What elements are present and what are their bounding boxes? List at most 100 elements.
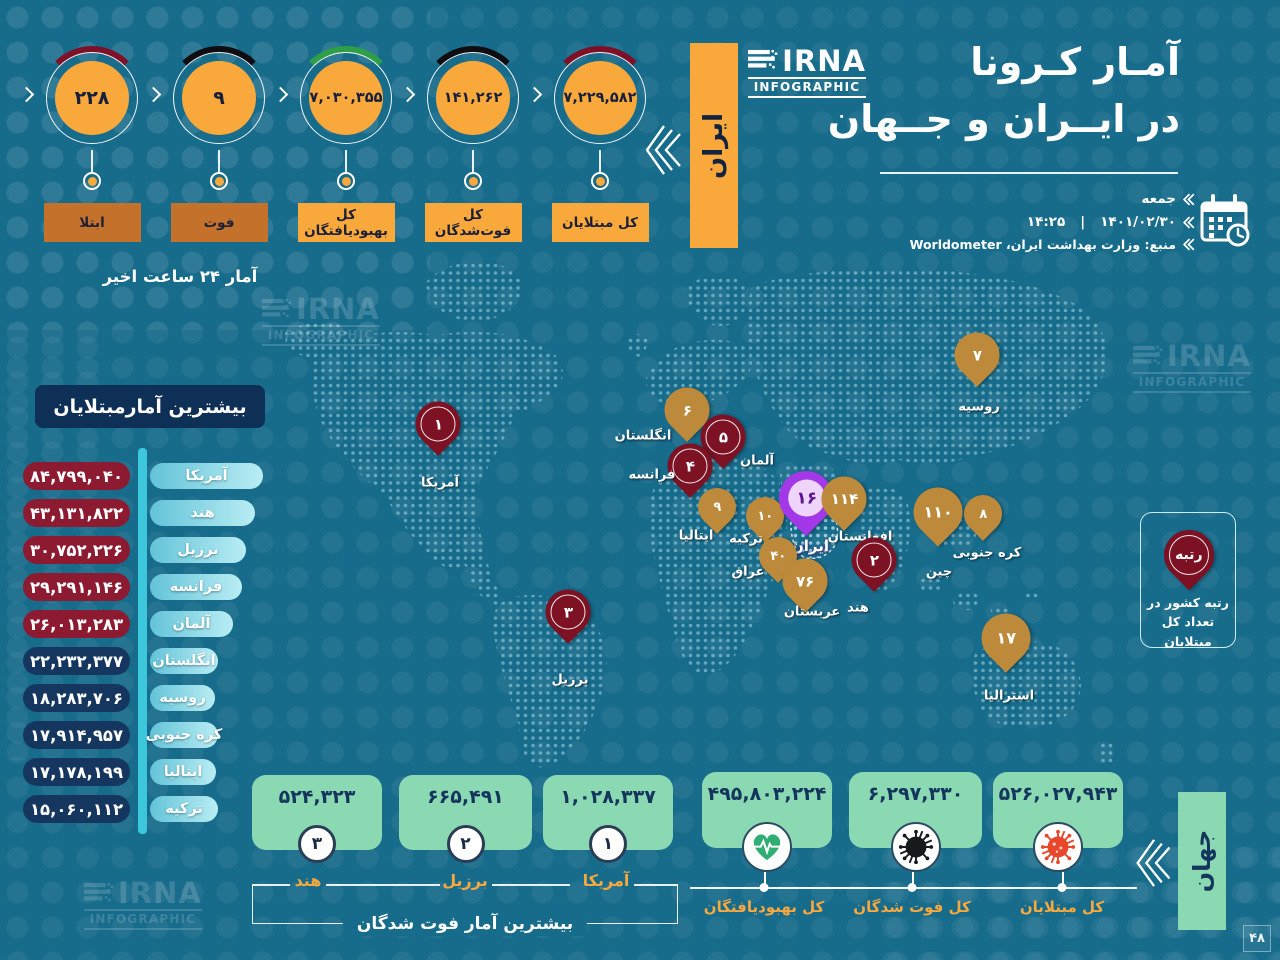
map-label-russia: روسیه <box>958 399 1000 415</box>
stat-ring <box>173 52 265 144</box>
country-bar: روسیه <box>150 685 215 711</box>
stat-arc <box>421 46 525 150</box>
map-pin-afghanistan: ۱۱۴ <box>812 467 876 531</box>
deaths-box-india: ۵۲۴,۳۲۳ ۳ <box>252 775 382 863</box>
pin-rank: ۲ <box>869 551 879 569</box>
top-deaths-title: بیشترین آمار فوت شدگان <box>342 912 588 936</box>
country-name: روسیه <box>159 690 206 706</box>
map-label-brazil: برزیل <box>551 672 589 688</box>
map-label-germany: آلمان <box>739 453 775 469</box>
country-name: ایتالیا <box>163 764 203 780</box>
map-pin-australia: ۱۷ <box>971 603 1041 673</box>
iran-stat-total-recovered: ۷,۰۳۰,۳۵۵ کل بهبودیافتگان <box>286 46 406 242</box>
pin-rank: ۴ <box>685 457 695 475</box>
iran-stat-total-infected: ۷,۲۲۹,۵۸۲ کل مبتلایان <box>540 46 660 242</box>
map-label-australia: استرالیا <box>983 688 1035 704</box>
stat-ring <box>554 52 646 144</box>
map-label-south-korea: کره جنوبی <box>952 545 1022 561</box>
map-label-india: هند <box>847 600 869 616</box>
map-label-iraq: عراق <box>731 564 765 580</box>
rank-badge: ۲ <box>446 825 485 863</box>
map-pin-russia: ۷ <box>945 323 1009 387</box>
deaths-country-brazil: برزیل <box>442 871 488 890</box>
time-value: ۱۴:۲۵ <box>1026 214 1066 230</box>
connector-dot <box>591 172 609 190</box>
stat-label: کل بهبودیافتگان <box>297 203 395 242</box>
source-line: منبع: وزارت بهداشت ایران، Worldometer <box>910 237 1195 252</box>
connector-line <box>912 872 914 888</box>
map-label-usa: آمریکا <box>421 475 459 491</box>
map-label-italy: ایتالیا <box>678 528 714 544</box>
world-map <box>284 261 1116 768</box>
world-infected-label: کل مبتلایان <box>1019 898 1105 916</box>
irna-logo: IRNA INFOGRAPHIC <box>748 46 866 98</box>
map-label-iran: ایران <box>790 537 830 555</box>
chevron-left-icon <box>1183 238 1195 251</box>
rank-legend: رتبه رتبه کشور در تعداد کل مبتلایان <box>1140 512 1236 651</box>
list-axis-bar <box>138 448 147 834</box>
calendar-clock-icon <box>1200 194 1250 247</box>
map-label-france: فرانسه <box>628 467 676 483</box>
legend-pin-icon: رتبه <box>1153 519 1225 591</box>
page-title: آمـار کـرونا در ایــران و جــهان <box>620 34 1180 148</box>
irna-logo-text: IRNA <box>118 876 202 910</box>
stat-value: ۷,۰۳۰,۳۵۵ <box>309 61 383 135</box>
country-bar: ترکیه <box>150 796 218 822</box>
source-text: منبع: وزارت بهداشت ایران، Worldometer <box>909 237 1176 252</box>
pin-rank: ۷۶ <box>795 572 815 590</box>
country-name: آمریکا <box>185 468 228 484</box>
top-infected-row: ۴۳,۱۳۱,۸۲۲ هند <box>0 499 290 529</box>
irna-logo-text: IRNA <box>1167 339 1251 373</box>
stat-circle: ۷,۰۳۰,۳۵۵ <box>294 46 398 150</box>
country-bar: کره جنوبی <box>146 722 222 748</box>
infected-count: ۲۲,۲۳۲,۳۷۷ <box>23 647 130 675</box>
irna-flag-icon <box>84 883 114 902</box>
map-pin-usa: ۱ <box>406 392 470 456</box>
title-line1: آمـار کـرونا <box>970 40 1180 84</box>
map-label-turkey: ترکیه <box>729 531 763 547</box>
connector-dot <box>337 172 355 190</box>
bracket-line <box>634 884 678 886</box>
bracket-line <box>492 884 570 886</box>
connector-dot <box>83 172 101 190</box>
country-name: ترکیه <box>165 801 203 817</box>
stat-circle: ۱۴۱,۲۶۲ <box>421 46 525 150</box>
world-section-bar: جهان <box>1178 792 1226 930</box>
world-infected-value: ۵۲۶,۰۲۷,۹۴۳ <box>998 783 1118 805</box>
irna-logo-text: IRNA <box>782 43 866 78</box>
country-bar: هند <box>150 500 255 526</box>
country-bar: آمریکا <box>150 463 263 489</box>
connector-line <box>599 150 601 172</box>
legend-pin-label: رتبه <box>1175 547 1203 563</box>
legend-caption: رتبه کشور در تعداد کل مبتلایان <box>1141 593 1235 651</box>
country-name: هند <box>190 505 215 521</box>
connector-line <box>345 150 347 172</box>
country-name: آلمان <box>172 616 211 632</box>
pin-rank: ۹ <box>713 499 721 515</box>
connector-line <box>1062 872 1064 888</box>
iran-stat-new-infections: ۲۲۸ ابتلا <box>32 46 152 242</box>
connector-line <box>218 150 220 172</box>
top-infected-row: ۱۵,۰۶۰,۱۱۲ ترکیه <box>0 795 290 825</box>
iran-stat-total-deaths: ۱۴۱,۲۶۲ کل فوت‌شدگان <box>413 46 533 242</box>
world-infected-box: ۵۲۶,۰۲۷,۹۴۳ <box>993 772 1123 872</box>
title-line2: در ایــران و جــهان <box>827 97 1180 141</box>
virus-red-icon <box>1033 822 1083 872</box>
stat-arc <box>167 46 271 150</box>
irna-flag-icon <box>748 49 778 69</box>
legend-caption-line2: تعداد کل مبتلایان <box>1161 614 1215 649</box>
pin-rank: ۷ <box>972 346 982 364</box>
map-pin-china: ۱۱۰ <box>903 477 973 547</box>
infected-count: ۲۹,۲۹۱,۱۴۶ <box>23 573 130 601</box>
stat-arc <box>294 46 398 150</box>
irna-logo-row: IRNA <box>748 43 866 78</box>
irna-logo-subtitle: INFOGRAPHIC <box>262 325 380 347</box>
top-infected-row: ۲۹,۲۹۱,۱۴۶ فرانسه <box>0 573 290 603</box>
top-infected-row: ۸۴,۷۹۹,۰۴۰ آمریکا <box>0 462 290 492</box>
irna-logo-row: IRNA <box>262 294 380 324</box>
iran-stat-new-deaths: ۹ فوت <box>159 46 279 242</box>
axis-dot <box>759 883 769 892</box>
stat-ring <box>300 52 392 144</box>
axis-dot <box>907 883 917 892</box>
